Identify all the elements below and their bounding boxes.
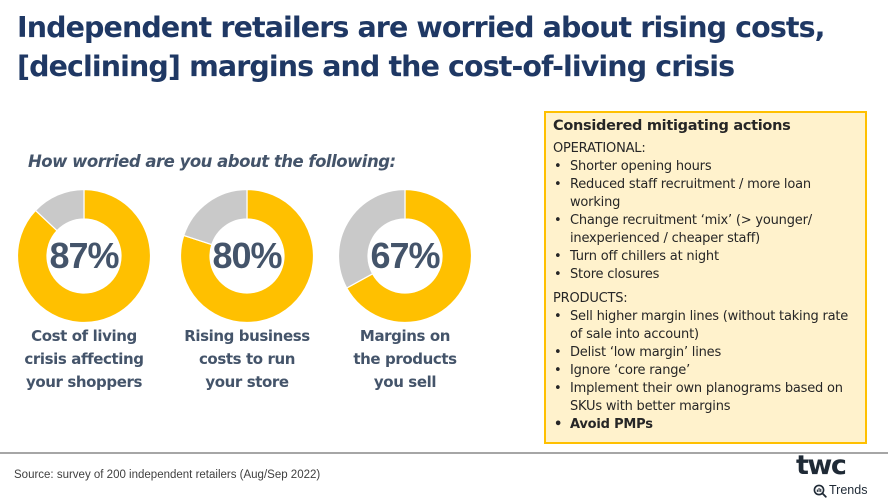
bullet-icon: • (554, 345, 562, 360)
list-item: • Change recruitment ‘mix’ (> younger/ in… (553, 212, 860, 248)
bullet-icon: • (554, 381, 562, 396)
operational-heading: OPERATIONAL: (553, 141, 646, 156)
donut-segment-worried (180, 189, 314, 323)
donut-ring (180, 189, 314, 323)
bullet-icon: • (554, 267, 562, 282)
list-item: • Delist ‘low margin’ lines (553, 344, 860, 362)
mitigating-actions-box: Considered mitigating actions OPERATIONA… (544, 111, 867, 444)
list-item: • Turn off chillers at night (553, 248, 860, 266)
footer-divider (0, 452, 888, 454)
donut-percent: 67% (370, 235, 440, 276)
bullet-icon: • (554, 417, 563, 432)
bullet-icon: • (554, 249, 562, 264)
list-item: • Store closures (553, 266, 860, 284)
label-line: the products (353, 350, 457, 368)
magnifier-chart-icon (813, 484, 827, 498)
label-line: crisis affecting (24, 350, 144, 368)
box-title: Considered mitigating actions (553, 118, 791, 134)
donut-label-margins: Margins on the products you sell (330, 325, 480, 394)
logo-subtitle: Trends (829, 483, 868, 497)
list-item: • Implement their own planograms based on… (553, 380, 860, 416)
bullet-icon: • (554, 363, 562, 378)
slide-title: Independent retailers are worried about … (17, 8, 887, 86)
operational-list: • Shorter opening hours • Reduced staff re… (553, 158, 865, 284)
bullet-icon: • (554, 309, 562, 324)
list-item-text: Turn off chillers at night (570, 249, 719, 264)
donut-segment-remainder (338, 189, 406, 289)
bullet-icon: • (554, 213, 562, 228)
products-heading: PRODUCTS: (553, 291, 628, 306)
list-item: • Reduced staff recruitment / more loan w… (553, 176, 860, 212)
label-line: your store (205, 373, 289, 391)
list-item-text: Delist ‘low margin’ lines (570, 345, 722, 360)
list-item-text: Reduced staff recruitment / more loan wo… (570, 177, 811, 210)
donut-ring (17, 189, 151, 323)
donut-label-business-costs: Rising business costs to run your store (172, 325, 322, 394)
list-item: • Avoid PMPs (553, 416, 860, 434)
donut-label-cost-of-living: Cost of living crisis affecting your sho… (9, 325, 159, 394)
donut-percent: 87% (49, 235, 119, 276)
twc-trends-logo: twc Trends (796, 450, 876, 498)
donut-segment-worried (345, 189, 472, 323)
products-list: • Sell higher margin lines (without takin… (553, 308, 865, 434)
donut-segment-remainder (34, 189, 85, 232)
donut-segment-worried (17, 189, 151, 323)
list-item: • Ignore ‘core range’ (553, 362, 860, 380)
list-item-text: Change recruitment ‘mix’ (> younger/ ine… (570, 213, 812, 246)
list-item-text: Shorter opening hours (570, 159, 712, 174)
donut-segment-remainder (182, 189, 248, 246)
list-item-text: Implement their own planograms based on … (570, 381, 843, 414)
logo-wordmark: twc (796, 450, 847, 481)
survey-question: How worried are you about the following: (28, 152, 396, 171)
donut-percent: 80% (212, 235, 282, 276)
donut-chart-margins: 67% (338, 189, 472, 323)
label-line: Rising business (184, 327, 310, 345)
source-note: Source: survey of 200 independent retail… (14, 469, 321, 481)
list-item: • Sell higher margin lines (without takin… (553, 308, 860, 344)
label-line: Cost of living (31, 327, 137, 345)
bullet-icon: • (554, 177, 562, 192)
list-item-text: Avoid PMPs (570, 417, 653, 432)
label-line: you sell (373, 373, 437, 391)
donut-ring (338, 189, 472, 323)
donut-chart-business-costs: 80% (180, 189, 314, 323)
slide-title-line-2: [declining] margins and the cost-of-livi… (17, 50, 735, 83)
label-line: costs to run (198, 350, 296, 368)
label-line: your shoppers (25, 373, 143, 391)
list-item-text: Store closures (570, 267, 660, 282)
slide-title-line-1: Independent retailers are worried about … (17, 11, 826, 44)
list-item: • Shorter opening hours (553, 158, 860, 176)
bullet-icon: • (554, 159, 562, 174)
list-item-text: Sell higher margin lines (without taking… (570, 309, 849, 342)
donut-chart-cost-of-living: 87% (17, 189, 151, 323)
label-line: Margins on (359, 327, 451, 345)
list-item-text: Ignore ‘core range’ (570, 363, 691, 378)
